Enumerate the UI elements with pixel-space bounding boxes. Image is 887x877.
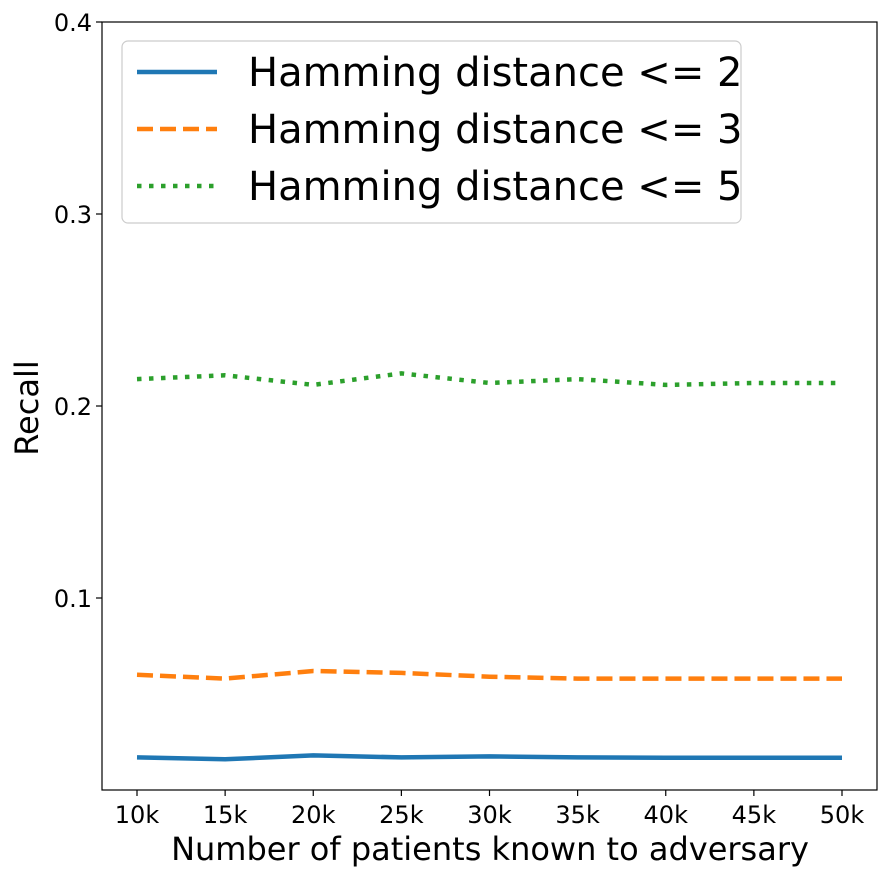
series-line-hamming-distance-2: [136, 753, 842, 762]
legend-label-hamming-5: Hamming distance <= 5: [248, 164, 743, 210]
x-tick-label-30k: 30k: [467, 801, 512, 829]
legend-label-hamming-2: Hamming distance <= 2: [248, 50, 743, 96]
x-axis-ticks: 10k 15k 20k 25k 30k 35k 40k 45k 50k: [115, 790, 865, 829]
x-tick-label-45k: 45k: [732, 801, 777, 829]
series-group: [136, 371, 842, 762]
x-tick-label-20k: 20k: [291, 801, 336, 829]
y-tick-label-0.4: 0.4: [54, 9, 92, 37]
legend-label-hamming-3: Hamming distance <= 3: [248, 107, 743, 153]
legend: Hamming distance <= 2 Hamming distance <…: [121, 40, 743, 224]
x-tick-label-50k: 50k: [820, 801, 865, 829]
series-line-hamming-distance-5: [136, 371, 842, 388]
legend-frame: [121, 40, 742, 224]
y-tick-label-0.1: 0.1: [54, 585, 92, 613]
x-tick-label-40k: 40k: [644, 801, 689, 829]
y-tick-label-0.2: 0.2: [54, 393, 92, 421]
y-axis-ticks: 0.1 0.2 0.3 0.4: [54, 9, 102, 613]
x-axis-label: Number of patients known to adversary: [171, 830, 809, 868]
x-tick-label-10k: 10k: [115, 801, 160, 829]
y-tick-label-0.3: 0.3: [54, 201, 92, 229]
x-tick-label-25k: 25k: [379, 801, 424, 829]
x-tick-label-35k: 35k: [555, 801, 600, 829]
y-axis-label: Recall: [8, 360, 46, 455]
x-tick-label-15k: 15k: [203, 801, 248, 829]
series-line-hamming-distance-3: [136, 668, 842, 681]
